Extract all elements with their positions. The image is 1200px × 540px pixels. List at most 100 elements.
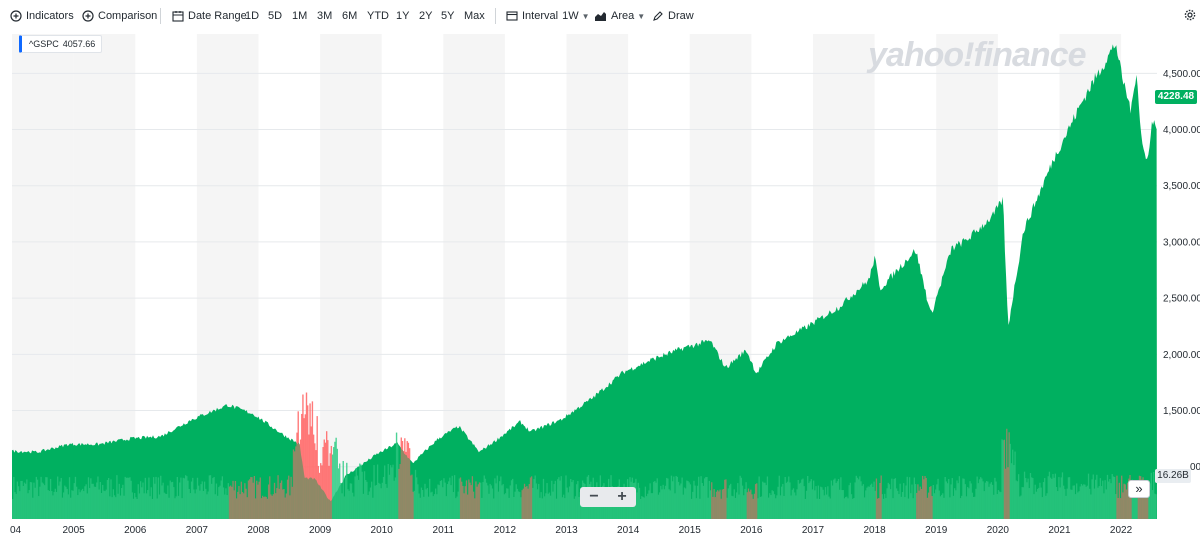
volume-bar — [542, 478, 545, 519]
volume-bar — [817, 485, 820, 519]
volume-bar — [698, 476, 700, 519]
volume-bar — [193, 489, 195, 519]
volume-bar — [118, 483, 120, 519]
range-ytd[interactable]: YTD — [367, 10, 389, 22]
volume-bar — [983, 491, 985, 519]
volume-bar — [955, 490, 957, 519]
volume-bar — [892, 498, 894, 519]
volume-bar — [803, 486, 805, 519]
volume-bar — [985, 480, 988, 519]
volume-bar — [167, 485, 169, 519]
volume-bar — [693, 480, 695, 519]
volume-bar — [392, 464, 394, 519]
volume-bar — [215, 483, 218, 519]
range-3m[interactable]: 3M — [317, 10, 333, 22]
volume-bar — [348, 490, 350, 519]
range-6m[interactable]: 6M — [342, 10, 358, 22]
volume-bar — [288, 475, 290, 519]
volume-bar — [21, 480, 23, 519]
zoom-in-button[interactable]: + — [617, 488, 627, 505]
volume-bar — [972, 496, 975, 519]
scroll-to-latest-button[interactable]: » — [1128, 480, 1150, 498]
volume-bar — [350, 483, 353, 519]
volume-bar — [565, 475, 567, 519]
volume-bar — [1067, 477, 1070, 519]
range-1y[interactable]: 1Y — [396, 10, 410, 22]
range-max[interactable]: Max — [464, 10, 485, 22]
volume-bar — [1089, 488, 1091, 519]
comparison-button[interactable]: Comparison — [82, 6, 157, 26]
volume-bar — [61, 497, 64, 519]
volume-bar — [381, 482, 383, 519]
volume-bar — [766, 476, 769, 519]
zoom-out-button[interactable]: − — [589, 488, 599, 505]
range-1m[interactable]: 1M — [292, 10, 308, 22]
volume-bar — [1002, 440, 1004, 519]
volume-bar — [886, 488, 888, 519]
volume-bar — [250, 477, 252, 519]
volume-bar — [738, 494, 740, 519]
volume-bar — [207, 491, 209, 519]
range-2y[interactable]: 2Y — [419, 10, 433, 22]
volume-bar — [426, 488, 429, 519]
volume-bar — [1103, 493, 1105, 519]
volume-bar — [354, 476, 356, 519]
volume-bar — [553, 484, 555, 519]
volume-bar — [497, 491, 500, 519]
volume-bar — [27, 493, 29, 519]
volume-bar — [1083, 484, 1085, 519]
volume-bar — [844, 497, 847, 519]
volume-bar — [759, 496, 761, 519]
range-5d[interactable]: 5D — [268, 10, 283, 22]
volume-bar — [549, 495, 552, 519]
volume-bar — [105, 489, 107, 519]
volume-bar — [862, 484, 865, 519]
volume-bar — [952, 495, 955, 519]
draw-button[interactable]: Draw — [652, 6, 694, 26]
volume-bar — [1096, 474, 1098, 519]
volume-bar — [828, 496, 830, 519]
date-range-button[interactable]: Date Range — [172, 6, 247, 26]
volume-bar — [976, 476, 978, 519]
x-tick-label: 2022 — [1110, 525, 1133, 536]
volume-bar — [1015, 480, 1017, 519]
range-5y[interactable]: 5Y — [441, 10, 455, 22]
volume-bar — [158, 494, 161, 519]
year-band — [320, 34, 382, 519]
range-1d[interactable]: 1D — [245, 10, 260, 22]
volume-bar — [16, 481, 19, 519]
volume-bar — [374, 485, 376, 519]
volume-bar — [654, 481, 656, 519]
volume-bar — [1092, 474, 1094, 519]
volume-bar — [70, 497, 72, 519]
volume-bar — [155, 476, 157, 519]
volume-bar — [301, 413, 303, 519]
volume-bar — [476, 486, 478, 519]
volume-bar — [593, 495, 596, 519]
volume-bar — [739, 475, 741, 519]
volume-bar — [203, 481, 206, 519]
ticker-legend: ^GSPC 4057.66 — [19, 35, 103, 53]
volume-bar — [903, 483, 905, 519]
interval-dropdown[interactable]: Interval 1W ▼ — [506, 6, 590, 26]
volume-bar — [416, 477, 418, 519]
volume-bar — [38, 496, 40, 519]
volume-bar — [942, 493, 944, 519]
volume-bar — [111, 497, 113, 519]
volume-bar — [15, 493, 17, 519]
volume-bar — [375, 484, 378, 519]
volume-bar — [1008, 432, 1010, 519]
volume-bar — [201, 481, 203, 519]
volume-bar — [1065, 495, 1067, 519]
indicators-button[interactable]: Indicators — [10, 6, 74, 26]
volume-bar — [143, 493, 145, 519]
settings-gear-icon[interactable] — [1184, 8, 1196, 26]
y-tick-label: 3,000.00 — [1163, 237, 1200, 248]
volume-bar — [533, 479, 535, 519]
volume-bar — [485, 482, 488, 519]
chart-type-dropdown[interactable]: Area ▼ — [594, 6, 645, 26]
volume-bar — [235, 498, 238, 519]
volume-bar — [53, 491, 55, 519]
volume-bar — [628, 498, 630, 519]
